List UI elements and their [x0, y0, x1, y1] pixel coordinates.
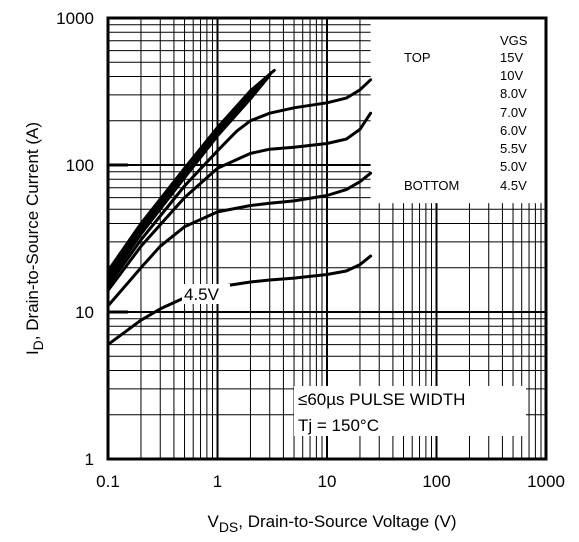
- y-tick-labels: 1 10 100 1000: [56, 9, 94, 469]
- legend-background: [370, 19, 545, 204]
- legend-top-label: TOP: [404, 50, 431, 65]
- curves: [106, 68, 373, 347]
- x-tick-label: 1000: [527, 472, 565, 491]
- curve-label-background: [182, 284, 230, 304]
- y-tick-label: 1000: [56, 9, 94, 28]
- legend-entry: 10V: [500, 68, 523, 83]
- series-line-7-0v: [106, 75, 270, 284]
- curve-label-4-5v: 4.5V: [184, 285, 220, 304]
- legend-entry: 5.0V: [500, 159, 527, 174]
- legend-box: [370, 19, 545, 204]
- pulse-width-text: 60µs PULSE WIDTH: [307, 390, 465, 409]
- legend-entry: 15V: [500, 50, 523, 65]
- series-line-10v: [106, 71, 273, 276]
- y-tick-label: 10: [75, 303, 94, 322]
- x-tick-label: 10: [318, 472, 337, 491]
- legend-entry: 5.5V: [500, 141, 527, 156]
- series-line-15v: [106, 68, 276, 273]
- x-axis-title-sub: DS: [219, 519, 238, 535]
- x-axis-title: VDS, Drain-to-Source Voltage (V): [207, 512, 456, 535]
- x-tick-labels: 0.1 1 10 100 1000: [96, 472, 565, 491]
- x-axis-title-rest: , Drain-to-Source Voltage (V): [238, 512, 456, 531]
- plot-frame: [106, 16, 548, 461]
- junction-temp-note: Tj = 150°C: [298, 416, 379, 435]
- annotations: 4.5V ≤60µs PULSE WIDTH Tj = 150°C: [182, 284, 526, 436]
- x-axis-title-main: V: [207, 512, 219, 531]
- legend: VGS TOP BOTTOM 15V 10V 8.0V 7.0V 6.0V 5.…: [404, 33, 528, 193]
- series-line-4-5v: [106, 254, 373, 347]
- y-axis-title-sub: D: [30, 340, 46, 350]
- series-line-5-5v: [106, 111, 373, 292]
- series-line-5-0v: [106, 171, 373, 308]
- legend-entry: 4.5V: [500, 178, 527, 193]
- pulse-width-prefix: ≤: [298, 390, 307, 409]
- y-axis-title-main: I: [23, 350, 42, 355]
- y-tick-label: 100: [66, 156, 94, 175]
- legend-entry: 6.0V: [500, 123, 527, 138]
- conditions-box: [294, 386, 526, 436]
- legend-bottom-label: BOTTOM: [404, 178, 459, 193]
- x-tick-label: 0.1: [96, 472, 120, 491]
- pulse-width-note: ≤60µs PULSE WIDTH: [298, 390, 465, 409]
- x-tick-label: 100: [422, 472, 450, 491]
- legend-title: VGS: [500, 33, 528, 48]
- legend-entry: 8.0V: [500, 86, 527, 101]
- y-axis-title-rest: , Drain-to-Source Current (A): [23, 122, 42, 340]
- grid: [108, 18, 546, 459]
- series-line-6-0v: [106, 78, 373, 288]
- y-axis-title: ID, Drain-to-Source Current (A): [23, 122, 46, 355]
- x-tick-label: 1: [213, 472, 222, 491]
- y-tick-label: 1: [85, 450, 94, 469]
- legend-entry: 7.0V: [500, 105, 527, 120]
